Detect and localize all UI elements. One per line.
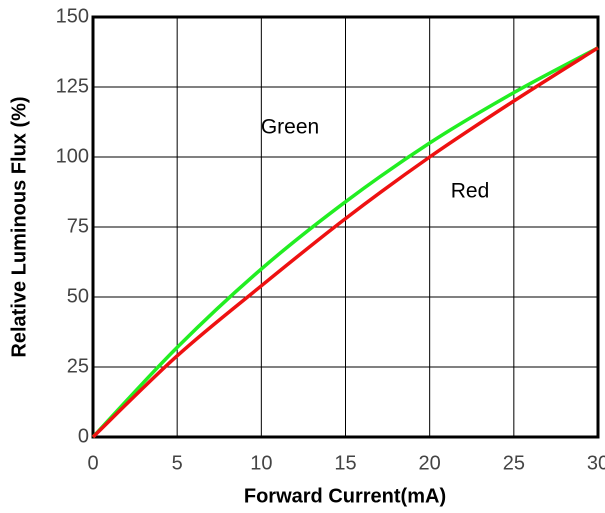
- y-tick-label: 25: [67, 355, 89, 377]
- y-tick-label: 75: [67, 215, 89, 237]
- x-tick-label: 15: [334, 452, 356, 474]
- series-label: Red: [451, 180, 490, 203]
- x-tick-label: 20: [419, 452, 441, 474]
- x-axis-label: Forward Current(mA): [244, 485, 446, 507]
- x-tick-label: 25: [503, 452, 525, 474]
- x-tick-label: 5: [172, 452, 183, 474]
- y-tick-label: 50: [67, 285, 89, 307]
- y-tick-label: 100: [56, 145, 89, 167]
- series-label: Green: [261, 116, 319, 139]
- line-series: [91, 46, 599, 439]
- line-series: [91, 46, 599, 439]
- plot-frame: [91, 15, 600, 439]
- x-tick-label: 30: [587, 452, 605, 474]
- y-tick-label: 125: [56, 75, 89, 97]
- y-axis-label: Relative Luminous Flux (%): [8, 96, 30, 357]
- y-tick-label: 150: [56, 5, 89, 27]
- y-tick-label: 0: [78, 425, 89, 447]
- x-tick-label: 10: [250, 452, 272, 474]
- x-tick-label: 0: [87, 452, 98, 474]
